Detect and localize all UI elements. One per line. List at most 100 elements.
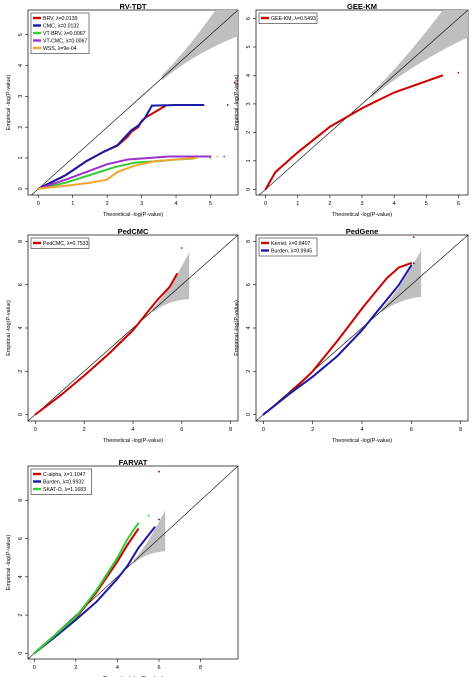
data-point (113, 166, 115, 169)
y-tick-label: 1 (246, 159, 252, 162)
y-tick-label: 3 (18, 95, 24, 98)
legend-label: C-alpha, λ=1.1047 (43, 472, 86, 478)
series-line (37, 104, 204, 190)
series-line (33, 526, 156, 655)
y-tick-label: 5 (18, 33, 24, 36)
x-axis-label: Theoretical -log(P-value) (332, 212, 392, 218)
data-point (441, 74, 444, 77)
data-point (65, 178, 67, 181)
data-point (154, 160, 157, 163)
y-axis-label: Empirical -log(P-value) (6, 535, 12, 591)
plot-area (30, 10, 238, 195)
y-tick-label: 6 (18, 537, 24, 540)
chart-title: PedCMC (118, 227, 149, 236)
legend-label: VT-BRV, λ=0.0067 (43, 31, 86, 37)
legend-box (30, 237, 90, 249)
data-point (361, 307, 363, 310)
plot-frame (27, 465, 239, 660)
x-tick-label: 6 (157, 665, 160, 671)
qq-panel-2: GEE-KM Theoretical -log(P-value) Empirical… (234, 2, 469, 218)
data-point (168, 286, 171, 288)
data-point (116, 171, 119, 173)
x-tick-label: 0 (264, 201, 267, 207)
qq-panel-5: FARVATTheoretical -log(P-value)Empirical… (6, 458, 239, 677)
x-tick-label: 4 (175, 201, 178, 207)
qq-panel-4: PedGene Theoretical -log(P-value) Empirica… (234, 227, 469, 444)
legend: GEE-KM, λ=0.5493 (258, 12, 318, 24)
data-point (202, 104, 205, 106)
data-point (425, 80, 428, 83)
y-tick-label: 0 (18, 652, 24, 655)
x-axis-label: Theoretical -log(P-value) (103, 212, 163, 218)
confidence-band (371, 10, 468, 98)
confidence-band (162, 10, 238, 81)
data-point (151, 104, 153, 107)
y-tick-label: 2 (246, 370, 252, 373)
plot-area (28, 235, 238, 421)
data-point (311, 375, 314, 378)
x-tick-label: 2 (311, 427, 314, 433)
legend-label: BRV, λ=0.0139 (43, 16, 78, 22)
legend-box (258, 237, 318, 257)
data-point (274, 171, 277, 174)
y-tick-label: 2 (18, 370, 24, 373)
x-tick-label: 4 (393, 201, 396, 207)
data-point (133, 161, 136, 164)
legend-box (30, 468, 92, 495)
y-axis-label: Empirical -log(P-value) (6, 75, 12, 131)
data-point (65, 184, 67, 187)
x-tick-label: 0 (33, 665, 36, 671)
y-axis-label: Empirical -log(P-value) (234, 75, 240, 131)
reference-line (256, 235, 468, 421)
x-tick-label: 3 (360, 201, 363, 207)
data-point (132, 329, 134, 332)
data-point (385, 299, 388, 301)
x-tick-label: 8 (459, 427, 462, 433)
plot-area (28, 466, 238, 659)
y-tick-label: 6 (246, 17, 252, 20)
x-tick-label: 4 (360, 427, 363, 433)
data-point (373, 292, 376, 295)
confidence-band (134, 509, 166, 564)
data-point (116, 560, 119, 563)
data-point (329, 125, 331, 128)
confidence-band (381, 250, 422, 313)
data-point (137, 124, 140, 127)
data-point (137, 547, 140, 550)
data-point (147, 157, 150, 159)
data-point (410, 264, 413, 267)
data-point (226, 104, 229, 106)
data-point (287, 394, 289, 396)
x-tick-label: 2 (328, 201, 331, 207)
data-point (74, 618, 77, 621)
chart-title: RV-TDT (120, 2, 147, 11)
reference-line (30, 10, 238, 195)
series-line (33, 522, 140, 655)
y-tick-label: 6 (246, 283, 252, 286)
data-point (116, 144, 119, 147)
data-point (311, 370, 314, 373)
data-point (137, 528, 140, 530)
data-point (264, 188, 267, 191)
data-point (58, 395, 61, 397)
data-point (385, 277, 388, 280)
y-tick-label: 0 (246, 188, 252, 191)
legend-label: SKAT-O, λ=1.1683 (43, 487, 86, 493)
data-point (336, 355, 339, 357)
data-point (95, 600, 98, 603)
legend-label: PedCMC, λ=0.7533 (43, 241, 89, 247)
data-point (95, 589, 98, 592)
y-tick-label: 3 (246, 102, 252, 105)
legend-box (258, 12, 318, 24)
data-point (336, 340, 339, 342)
x-axis-label: Theoretical -log(P-value) (103, 438, 163, 444)
x-tick-label: 6 (180, 427, 183, 433)
legend-label: Kernel, λ=0.8407 (271, 241, 310, 247)
x-tick-label: 8 (229, 427, 232, 433)
legend-label: WSS, λ=9e-04 (43, 46, 77, 52)
data-point (126, 158, 129, 161)
data-point (223, 155, 226, 158)
data-point (144, 314, 147, 316)
y-tick-label: 2 (18, 614, 24, 617)
